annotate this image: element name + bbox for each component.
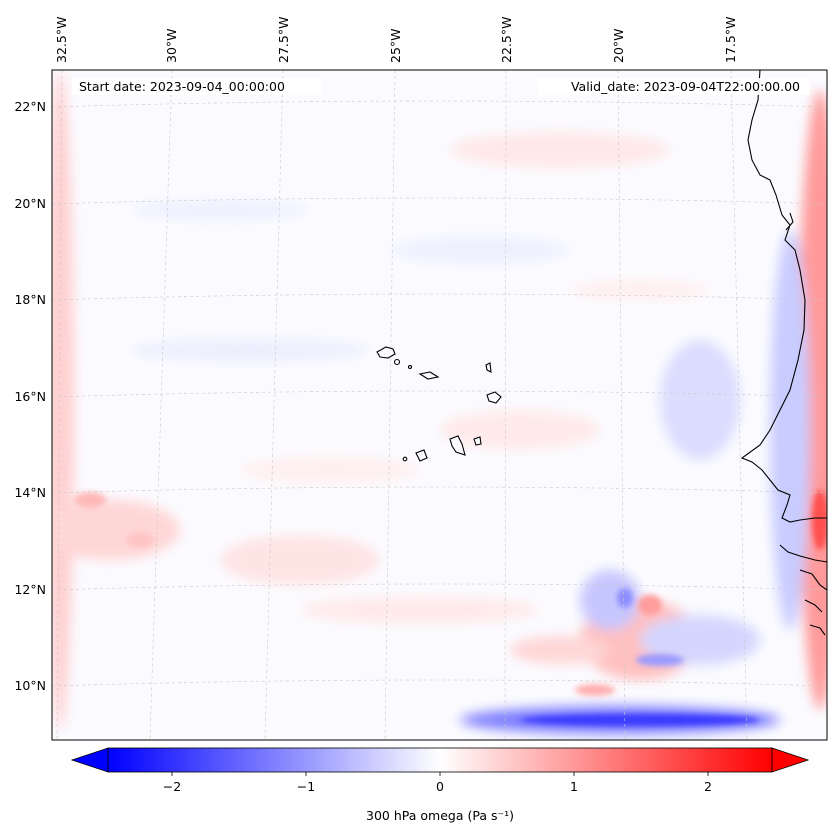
latitude-labels: 22°N 20°N 18°N 16°N 14°N 12°N 10°N (14, 99, 46, 693)
lon-label: 25°W (388, 28, 403, 63)
lat-label: 20°N (14, 196, 46, 211)
lat-label: 10°N (14, 678, 46, 693)
coastline (740, 70, 827, 636)
colorbar-ticks (171, 772, 709, 776)
cape-verde-islands (376, 346, 502, 462)
start-date-label: Start date: 2023-09-04_00:00:00 (79, 79, 285, 94)
lon-label: 27.5°W (276, 17, 291, 63)
omega-field (52, 70, 827, 740)
african-coast (740, 70, 827, 523)
colorbar-gradient (107, 747, 773, 773)
lon-label: 30°W (164, 28, 179, 63)
graticule (52, 70, 827, 740)
header-left-box (72, 78, 322, 95)
colorbar-tick-label: 0 (436, 779, 444, 794)
colorbar-label: 300 hPa omega (Pa s⁻¹) (366, 808, 514, 823)
valid-date-label: Valid_date: 2023-09-04T22:00:00.00 (571, 79, 800, 94)
lon-label: 22.5°W (499, 17, 514, 63)
lat-label: 16°N (14, 389, 46, 404)
lat-label: 18°N (14, 292, 46, 307)
lat-label: 22°N (14, 99, 46, 114)
colorbar-extend-min (70, 747, 109, 773)
header-right-box (538, 78, 810, 95)
colorbar-tick-label: 2 (704, 779, 712, 794)
omega-cells (74, 490, 827, 726)
lon-label: 32.5°W (54, 17, 69, 63)
map-frame (51, 69, 828, 741)
map-panel: Start date: 2023-09-04_00:00:00 Valid_da… (51, 69, 828, 741)
longitude-labels: 32.5°W 30°W 27.5°W 25°W 22.5°W 20°W 17.5… (54, 17, 738, 63)
colorbar-tick-labels: −2 −1 0 1 2 (163, 779, 712, 794)
colorbar-tick-label: −1 (297, 779, 315, 794)
colorbar-extend-max (771, 747, 810, 773)
colorbar-tick-label: 1 (570, 779, 578, 794)
lat-label: 14°N (14, 485, 46, 500)
colorbar-tick-label: −2 (163, 779, 181, 794)
lat-label: 12°N (14, 582, 46, 597)
colorbar: −2 −1 0 1 2 300 hPa omega (Pa s⁻¹) (70, 747, 810, 823)
lon-label: 20°W (611, 28, 626, 63)
lon-label: 17.5°W (723, 17, 738, 63)
